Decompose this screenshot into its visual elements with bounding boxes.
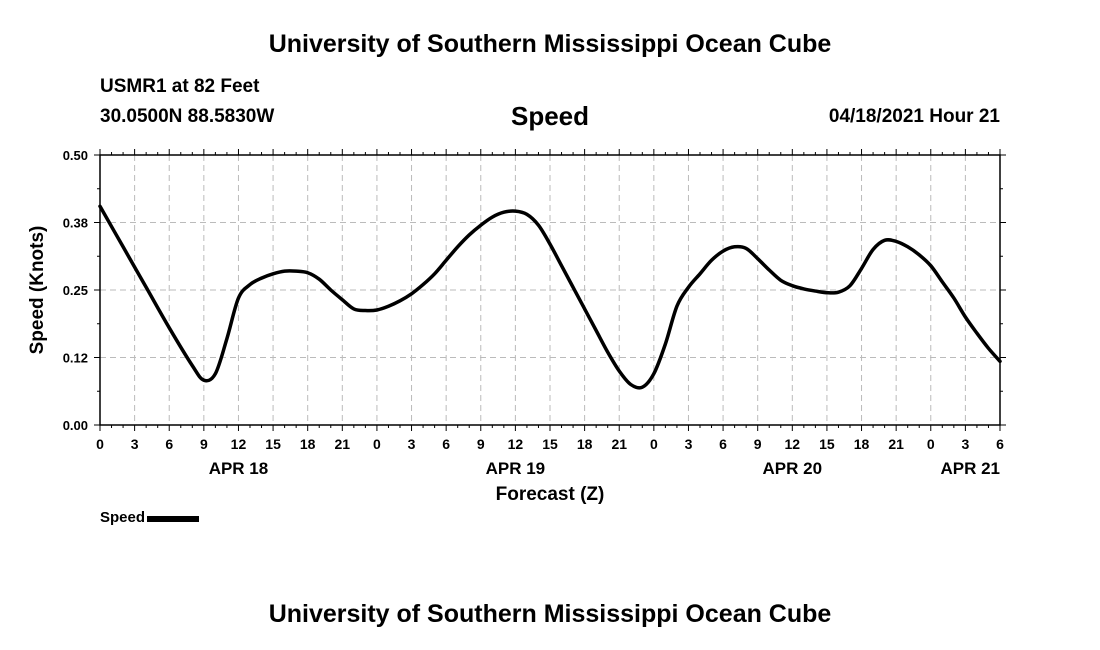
x-tick-label: 6 (165, 436, 173, 452)
day-label: APR 20 (763, 459, 823, 478)
forecast-datetime: 04/18/2021 Hour 21 (828, 106, 1000, 127)
x-axis-label: Forecast (Z) (496, 484, 605, 505)
x-tick-label: 0 (927, 436, 935, 452)
day-label: APR 19 (486, 459, 546, 478)
x-tick-label: 18 (854, 436, 870, 452)
legend-label: Speed (100, 509, 146, 526)
x-tick-labels: 0 3 6 9 12 15 18 21 0 3 6 9 12 15 18 21 0 3 6 9 12 15 18 21 0 3 6 (96, 436, 1004, 452)
y-tick-label: 0.12 (63, 351, 88, 366)
day-labels: APR 18 APR 19 APR 20 APR 21 (209, 459, 1000, 478)
chart-title-bottom: University of Southern Mississippi Ocean… (268, 600, 832, 628)
x-tick-label: 18 (300, 436, 316, 452)
x-tick-label: 3 (131, 436, 139, 452)
day-label: APR 18 (209, 459, 269, 478)
chart-title-top: University of Southern Mississippi Ocean… (268, 30, 832, 58)
x-tick-label: 3 (685, 436, 693, 452)
x-tick-label: 12 (785, 436, 801, 452)
station-label: USMR1 at 82 Feet (100, 76, 260, 97)
day-label: APR 21 (940, 459, 1000, 478)
x-tick-label: 15 (819, 436, 835, 452)
speed-series-line (98, 204, 1002, 390)
plot-frame (99, 154, 1001, 426)
legend-line-swatch (147, 515, 200, 522)
x-tick-label: 0 (96, 436, 104, 452)
x-tick-label: 21 (888, 436, 904, 452)
y-tick-label: 0.50 (63, 148, 88, 163)
chart-subtitle: Speed (510, 101, 590, 131)
x-tick-label: 0 (650, 436, 658, 452)
y-axis-label: Speed (Knots) (27, 226, 48, 355)
x-tick-label: 6 (442, 436, 450, 452)
x-tick-label: 3 (961, 436, 969, 452)
x-tick-label: 15 (265, 436, 281, 452)
x-tick-label: 3 (408, 436, 416, 452)
x-tick-label: 9 (200, 436, 208, 452)
y-tick-label: 0.38 (63, 216, 88, 231)
x-tick-label: 21 (335, 436, 351, 452)
x-tick-label: 15 (542, 436, 558, 452)
x-tick-label: 0 (373, 436, 381, 452)
x-tick-label: 12 (231, 436, 247, 452)
y-tick-label: 0.00 (63, 418, 88, 433)
legend: Speed (100, 509, 200, 526)
coordinates-label: 30.0500N 88.5830W (100, 106, 275, 127)
y-tick-labels: 0.00 0.12 0.25 0.38 0.50 (63, 148, 88, 433)
x-tick-label: 21 (611, 436, 627, 452)
y-tick-label: 0.25 (63, 283, 88, 298)
x-tick-label: 9 (754, 436, 762, 452)
x-tick-label: 12 (508, 436, 524, 452)
x-tick-label: 18 (577, 436, 593, 452)
x-tick-label: 9 (477, 436, 485, 452)
grid-lines (100, 155, 1000, 425)
x-tick-label: 6 (719, 436, 727, 452)
x-tick-label: 6 (996, 436, 1004, 452)
